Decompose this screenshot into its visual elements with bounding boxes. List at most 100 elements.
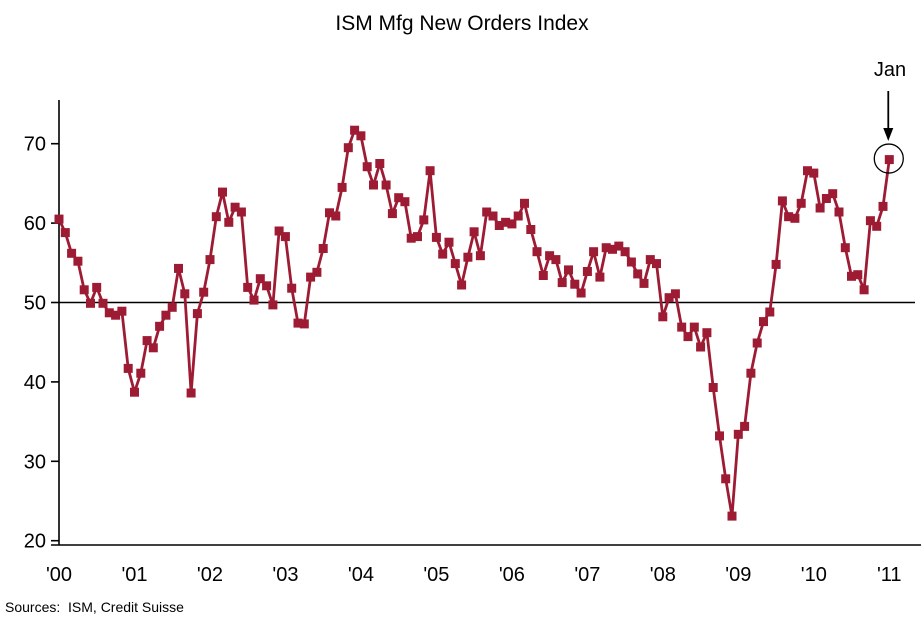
x-tick-label: '02	[197, 564, 223, 586]
data-point-marker	[268, 300, 278, 310]
data-point-marker	[224, 217, 234, 227]
data-point-marker	[255, 274, 265, 284]
data-point-marker	[236, 207, 246, 217]
data-point-marker	[337, 182, 347, 192]
data-point-marker	[369, 180, 378, 190]
x-tick-label: '09	[725, 564, 751, 586]
x-tick-label: '01	[121, 564, 147, 586]
data-point-marker	[186, 388, 196, 398]
data-point-marker	[557, 278, 567, 288]
data-point-marker	[180, 289, 190, 299]
data-point-marker	[847, 271, 856, 281]
data-point-marker	[488, 211, 498, 221]
data-point-marker	[331, 211, 341, 221]
annotation-circle	[873, 143, 904, 174]
data-point-marker	[821, 194, 831, 203]
data-point-marker	[356, 131, 366, 141]
data-point-marker	[400, 197, 410, 207]
sources-note: Sources: ISM, Credit Suisse	[5, 599, 184, 615]
data-point-marker	[708, 383, 718, 392]
data-point-marker	[740, 421, 750, 431]
data-point-marker	[589, 247, 599, 257]
data-point-marker	[865, 216, 875, 226]
data-point-marker	[444, 237, 454, 247]
data-point-marker	[343, 143, 353, 153]
data-point-marker	[834, 207, 844, 217]
y-tick-label: 70	[24, 134, 46, 156]
data-point-marker	[67, 248, 77, 258]
data-point-marker	[318, 244, 328, 253]
data-point-marker	[79, 285, 89, 295]
data-point-marker	[520, 198, 529, 208]
x-tick-label: '10	[801, 564, 827, 586]
data-point-marker	[362, 162, 372, 172]
data-point-marker	[658, 312, 668, 322]
data-point-marker	[840, 243, 850, 253]
x-tick-label: '07	[574, 564, 600, 586]
annotation-arrow-head	[883, 128, 894, 141]
data-point-marker	[438, 249, 448, 259]
data-point-marker	[784, 212, 794, 222]
data-point-marker	[86, 298, 95, 308]
data-point-marker	[274, 226, 284, 236]
data-point-marker	[475, 251, 485, 261]
data-point-marker	[199, 287, 209, 297]
data-point-marker	[564, 265, 573, 275]
data-point-marker	[92, 282, 102, 292]
data-point-marker	[230, 202, 240, 212]
data-point-marker	[104, 308, 114, 318]
y-tick-label: 20	[24, 531, 46, 553]
data-point-marker	[457, 280, 467, 290]
data-point-marker	[689, 322, 699, 332]
data-point-marker	[123, 363, 133, 373]
x-tick-label: '05	[423, 564, 449, 586]
data-point-marker	[765, 307, 775, 317]
data-point-marker	[312, 267, 322, 277]
data-point-marker	[696, 342, 706, 352]
data-point-marker	[538, 271, 548, 280]
data-point-marker	[608, 244, 617, 254]
annotation-label: Jan	[873, 59, 907, 81]
data-point-marker	[299, 319, 309, 329]
y-tick-label: 40	[24, 372, 46, 394]
data-point-marker	[130, 387, 139, 397]
data-point-marker	[878, 201, 888, 211]
data-point-marker	[570, 279, 580, 289]
data-point-marker	[815, 203, 825, 213]
data-point-marker	[715, 431, 724, 441]
data-point-marker	[494, 221, 504, 230]
x-tick-label: '00	[46, 564, 72, 586]
data-point-marker	[746, 368, 756, 378]
data-point-marker	[387, 209, 397, 219]
x-tick-label: '04	[348, 564, 374, 586]
data-point-marker	[375, 159, 385, 168]
data-point-marker	[174, 263, 183, 273]
data-point-marker	[733, 429, 743, 439]
x-tick-label: '03	[272, 564, 298, 586]
data-point-marker	[469, 227, 479, 237]
data-point-marker	[98, 298, 108, 308]
x-tick-label: '06	[499, 564, 525, 586]
data-point-marker	[777, 196, 787, 206]
data-point-marker	[218, 187, 227, 197]
data-point-marker	[545, 251, 555, 261]
data-point-marker	[394, 193, 404, 203]
data-point-marker	[884, 155, 894, 165]
chart-title: ISM Mfg New Orders Index	[335, 12, 589, 35]
data-point-marker	[205, 255, 215, 265]
data-point-marker	[551, 255, 561, 265]
data-point-marker	[482, 207, 492, 217]
data-point-marker	[293, 318, 303, 328]
data-point-marker	[350, 125, 360, 135]
data-point-marker	[526, 225, 536, 234]
data-point-marker	[60, 228, 70, 238]
x-tick-label: '08	[650, 564, 676, 586]
data-point-marker	[262, 281, 272, 291]
data-point-marker	[111, 310, 121, 320]
data-point-marker	[211, 212, 221, 222]
data-point-marker	[721, 474, 731, 484]
data-point-marker	[287, 283, 297, 293]
data-point-marker	[381, 180, 391, 190]
data-point-marker	[148, 343, 158, 353]
